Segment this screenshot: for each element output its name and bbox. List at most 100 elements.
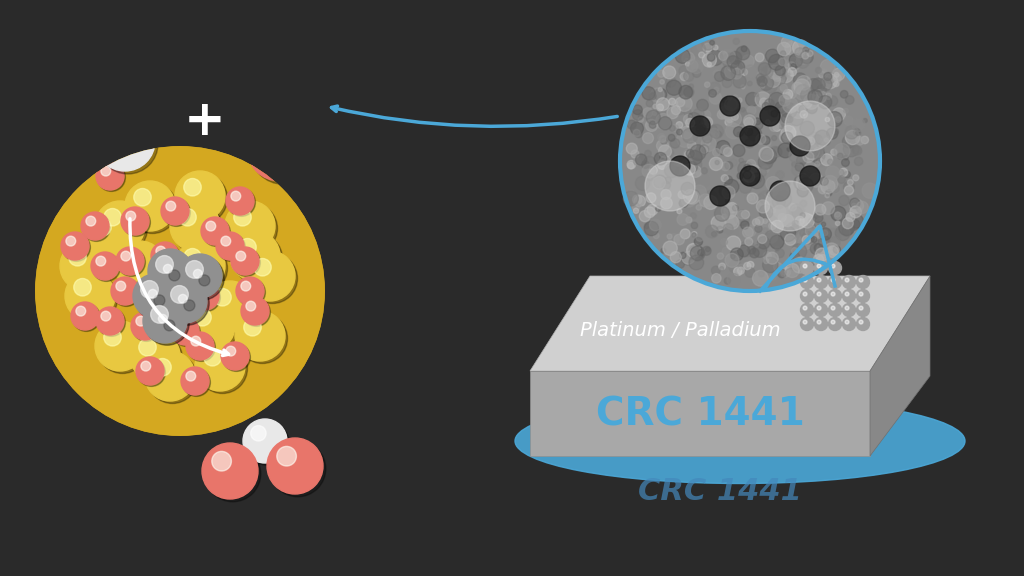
Circle shape <box>660 138 668 145</box>
Circle shape <box>653 175 667 188</box>
Circle shape <box>846 130 860 145</box>
Circle shape <box>781 126 796 140</box>
Circle shape <box>827 96 838 106</box>
Circle shape <box>185 301 234 351</box>
Circle shape <box>785 181 790 186</box>
Circle shape <box>773 263 782 271</box>
Circle shape <box>814 290 827 302</box>
Circle shape <box>726 123 741 139</box>
Circle shape <box>702 247 711 255</box>
Circle shape <box>760 98 768 107</box>
Circle shape <box>776 170 784 179</box>
Circle shape <box>780 84 787 92</box>
Circle shape <box>759 147 773 161</box>
Circle shape <box>783 89 793 99</box>
Circle shape <box>816 218 825 228</box>
Circle shape <box>794 175 810 190</box>
Circle shape <box>758 63 771 75</box>
Circle shape <box>755 92 771 107</box>
Circle shape <box>844 171 851 178</box>
Circle shape <box>737 173 743 179</box>
Circle shape <box>826 128 838 139</box>
Circle shape <box>808 217 819 228</box>
Circle shape <box>694 173 710 188</box>
Circle shape <box>644 223 649 229</box>
Circle shape <box>682 251 695 264</box>
Circle shape <box>703 196 718 210</box>
Circle shape <box>232 233 283 283</box>
Circle shape <box>690 116 710 136</box>
Circle shape <box>757 74 764 82</box>
Circle shape <box>811 237 817 242</box>
Circle shape <box>269 441 326 497</box>
Circle shape <box>831 292 835 296</box>
Circle shape <box>724 176 732 184</box>
Circle shape <box>778 67 794 83</box>
Circle shape <box>733 38 739 44</box>
Circle shape <box>671 139 680 148</box>
Circle shape <box>699 145 709 154</box>
Circle shape <box>722 186 735 199</box>
Circle shape <box>97 324 147 373</box>
Circle shape <box>679 66 689 76</box>
Circle shape <box>773 123 781 131</box>
Circle shape <box>769 274 776 281</box>
Circle shape <box>141 361 151 371</box>
Circle shape <box>743 164 751 171</box>
Circle shape <box>166 201 176 211</box>
Circle shape <box>760 106 780 126</box>
Circle shape <box>776 59 791 73</box>
Circle shape <box>770 122 778 131</box>
Circle shape <box>721 66 735 81</box>
Circle shape <box>806 78 821 94</box>
Circle shape <box>813 213 823 222</box>
Circle shape <box>803 292 807 296</box>
Circle shape <box>691 232 697 237</box>
Circle shape <box>773 205 785 218</box>
Circle shape <box>194 309 211 326</box>
Circle shape <box>753 244 767 257</box>
Circle shape <box>175 241 225 291</box>
Circle shape <box>808 141 813 146</box>
Circle shape <box>726 236 740 251</box>
Text: +: + <box>184 97 226 145</box>
Circle shape <box>628 162 634 169</box>
Circle shape <box>191 282 219 310</box>
Circle shape <box>748 165 760 177</box>
Circle shape <box>765 120 770 124</box>
Circle shape <box>853 128 860 135</box>
Circle shape <box>838 176 845 183</box>
Circle shape <box>829 245 840 255</box>
Circle shape <box>744 65 758 78</box>
Circle shape <box>830 149 837 156</box>
Circle shape <box>741 55 755 67</box>
Circle shape <box>708 50 723 66</box>
Circle shape <box>183 248 202 266</box>
Circle shape <box>744 238 753 246</box>
Circle shape <box>649 219 662 231</box>
Circle shape <box>725 199 729 203</box>
Circle shape <box>843 275 855 289</box>
Circle shape <box>204 348 221 366</box>
Circle shape <box>115 241 165 291</box>
Circle shape <box>847 215 852 221</box>
Circle shape <box>733 145 744 157</box>
Circle shape <box>133 274 177 318</box>
Circle shape <box>169 270 180 281</box>
Circle shape <box>681 192 696 207</box>
Circle shape <box>118 244 168 294</box>
Circle shape <box>702 117 713 127</box>
Circle shape <box>712 232 717 237</box>
Circle shape <box>833 68 845 81</box>
Circle shape <box>818 236 830 247</box>
Circle shape <box>246 301 256 311</box>
Circle shape <box>820 154 833 166</box>
Circle shape <box>758 195 770 207</box>
Circle shape <box>690 145 706 160</box>
Circle shape <box>720 49 735 64</box>
Circle shape <box>803 151 814 162</box>
Circle shape <box>800 229 808 237</box>
Circle shape <box>97 203 147 253</box>
Circle shape <box>716 141 730 155</box>
Circle shape <box>697 249 705 256</box>
